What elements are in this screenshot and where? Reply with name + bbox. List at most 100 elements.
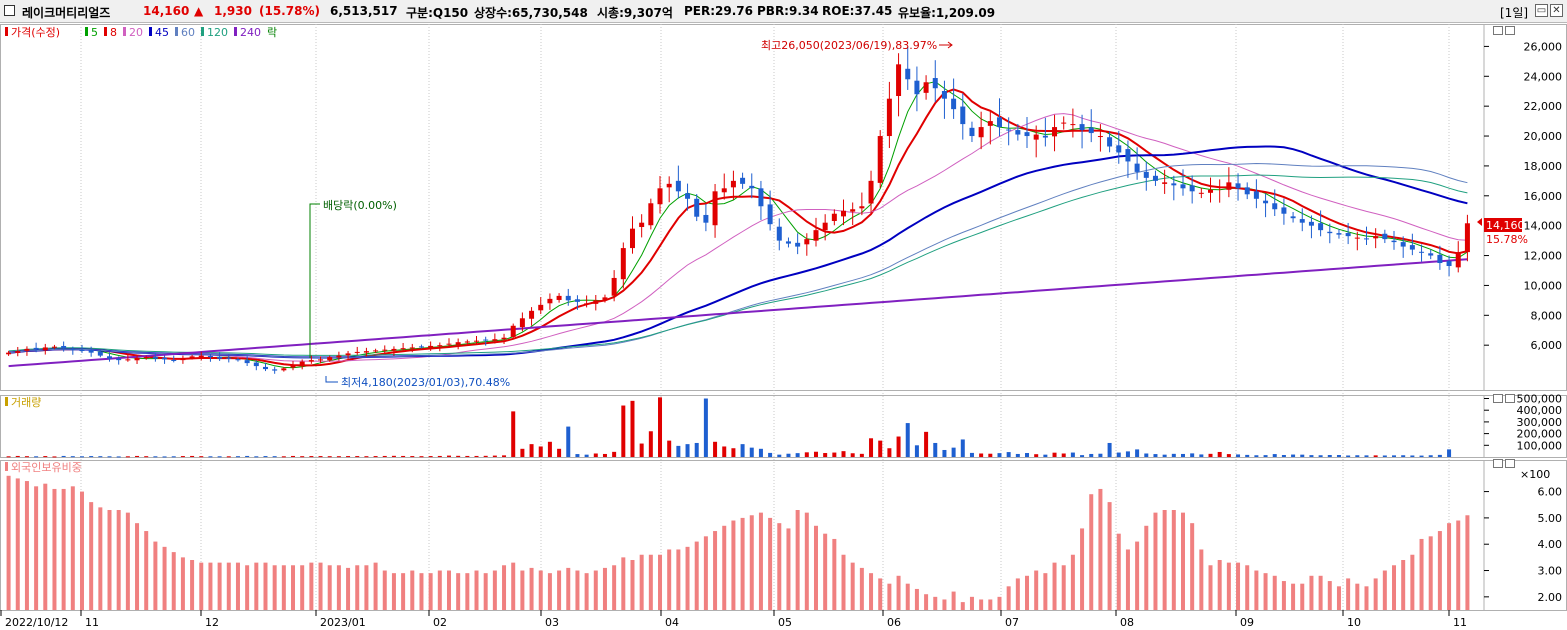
candle-body <box>1033 134 1039 140</box>
candle-body <box>1446 260 1452 267</box>
foreign-ratio-bar <box>180 557 185 610</box>
candle-body <box>721 188 727 193</box>
volume-bar <box>180 456 185 458</box>
reserve-ratio: 유보율:1,209.09 <box>898 6 996 20</box>
candle-body <box>180 358 186 361</box>
volume-bar <box>786 453 791 457</box>
foreign-ratio-bar <box>1043 573 1048 610</box>
volume-bar <box>731 448 736 457</box>
panel-close-button[interactable] <box>1505 394 1515 403</box>
candle-body <box>767 204 773 225</box>
candle-body <box>1097 136 1103 138</box>
panel-close-button[interactable] <box>1505 26 1515 35</box>
x-tick-label: 04 <box>665 616 679 629</box>
volume-bar <box>116 456 121 458</box>
candle-body <box>1198 192 1204 194</box>
candle-body <box>1180 184 1186 189</box>
volume-bar <box>79 456 84 458</box>
foreign-ratio-bar <box>24 481 29 610</box>
candle-body <box>822 222 828 231</box>
foreign-ratio-bar <box>382 570 387 610</box>
volume-bar <box>226 456 231 458</box>
candle-body <box>1143 171 1149 178</box>
foreign-ratio-bar <box>190 560 195 610</box>
foreign-ratio-bar <box>474 570 479 610</box>
candle-body <box>648 203 654 226</box>
ma-line-240 <box>8 258 1468 368</box>
foreign-ratio-bar <box>896 575 901 610</box>
foreign-ratio-bar <box>1171 510 1176 610</box>
candle-body <box>675 180 681 192</box>
foreign-ratio-bar <box>731 520 736 610</box>
ma-legend-swatch <box>85 27 88 36</box>
foreign-ratio-bar <box>336 565 341 610</box>
y-tick-label: 16,000 <box>1524 190 1563 203</box>
per-value: PER:29.76 <box>684 4 753 18</box>
volume-bar <box>281 456 286 458</box>
foreign-ratio-bar <box>933 596 938 610</box>
x-tick-label: 03 <box>545 616 559 629</box>
panel-maximize-button[interactable] <box>1493 394 1503 403</box>
foreign-ratio-bar <box>153 541 158 610</box>
foreign-ratio-bar <box>832 538 837 610</box>
ma-legend-swatch <box>201 27 204 36</box>
trade-volume: 6,513,517 <box>330 4 398 18</box>
foreign-ratio-bar <box>1401 560 1406 610</box>
foreign-ratio-bar <box>869 573 874 610</box>
volume-bar <box>391 455 396 457</box>
foreign-ratio-bar <box>914 588 919 610</box>
candle-body <box>373 350 379 352</box>
foreign-ratio-bar <box>1318 575 1323 610</box>
candle-body <box>464 341 470 343</box>
period-selector[interactable]: [1일] <box>1500 6 1529 20</box>
foreign-ratio-bar <box>89 502 94 610</box>
foreign-ratio-bar <box>713 531 718 610</box>
panel-close-button[interactable] <box>1505 459 1515 468</box>
candle-body <box>1226 182 1232 190</box>
foreign-ratio-bar <box>703 536 708 610</box>
foreign-ratio-bar <box>1125 549 1130 610</box>
price-legend-label: 가격(수정) <box>11 26 60 39</box>
candle-body <box>593 300 599 304</box>
foreign-ratio-bar <box>602 567 607 610</box>
candle-body <box>1162 182 1168 184</box>
candle-body <box>785 241 791 244</box>
foreign-ratio-bar <box>446 570 451 610</box>
candle-body <box>1308 221 1314 226</box>
select-checkbox[interactable] <box>4 5 15 16</box>
volume-bar <box>1364 455 1369 457</box>
candle-body <box>1171 183 1177 186</box>
high-annotation: 최고26,050(2023/06/19),83.97% <box>761 39 937 52</box>
close-icon[interactable]: ✕ <box>1550 4 1563 17</box>
panel-maximize-button[interactable] <box>1493 26 1503 35</box>
volume-bar <box>364 456 369 458</box>
volume-bar <box>1263 455 1268 457</box>
panel-maximize-button[interactable] <box>1493 459 1503 468</box>
minimize-icon[interactable]: ▭ <box>1535 4 1548 17</box>
volume-bar <box>318 456 323 458</box>
foreign-ratio-bar <box>1355 583 1360 610</box>
dividend-annotation: 배당락(0.00%) <box>323 199 397 212</box>
volume-bar <box>1373 455 1378 457</box>
candle-body <box>281 368 287 371</box>
candle-body <box>272 369 278 371</box>
foreign-ratio-bar <box>226 562 231 610</box>
foreign-ratio-bar <box>511 562 516 610</box>
foreign-ratio-bar <box>520 570 525 610</box>
foreign-ratio-bar <box>52 488 57 610</box>
candle-body <box>327 357 333 361</box>
volume-bar <box>667 440 672 457</box>
candle-body <box>1024 132 1030 137</box>
candle-body <box>1235 183 1241 189</box>
candle-body <box>1079 124 1085 131</box>
ma-legend-label: 8 <box>110 26 117 39</box>
candle-body <box>262 366 268 370</box>
volume-bar <box>768 452 773 457</box>
volume-bar <box>914 445 919 457</box>
price-legend-swatch <box>5 27 8 36</box>
volume-bar <box>878 440 883 457</box>
foreign-ratio-bar <box>676 549 681 610</box>
volume-bar <box>1190 453 1195 457</box>
y-tick-label: 8,000 <box>1531 309 1563 322</box>
volume-bar <box>511 411 516 457</box>
